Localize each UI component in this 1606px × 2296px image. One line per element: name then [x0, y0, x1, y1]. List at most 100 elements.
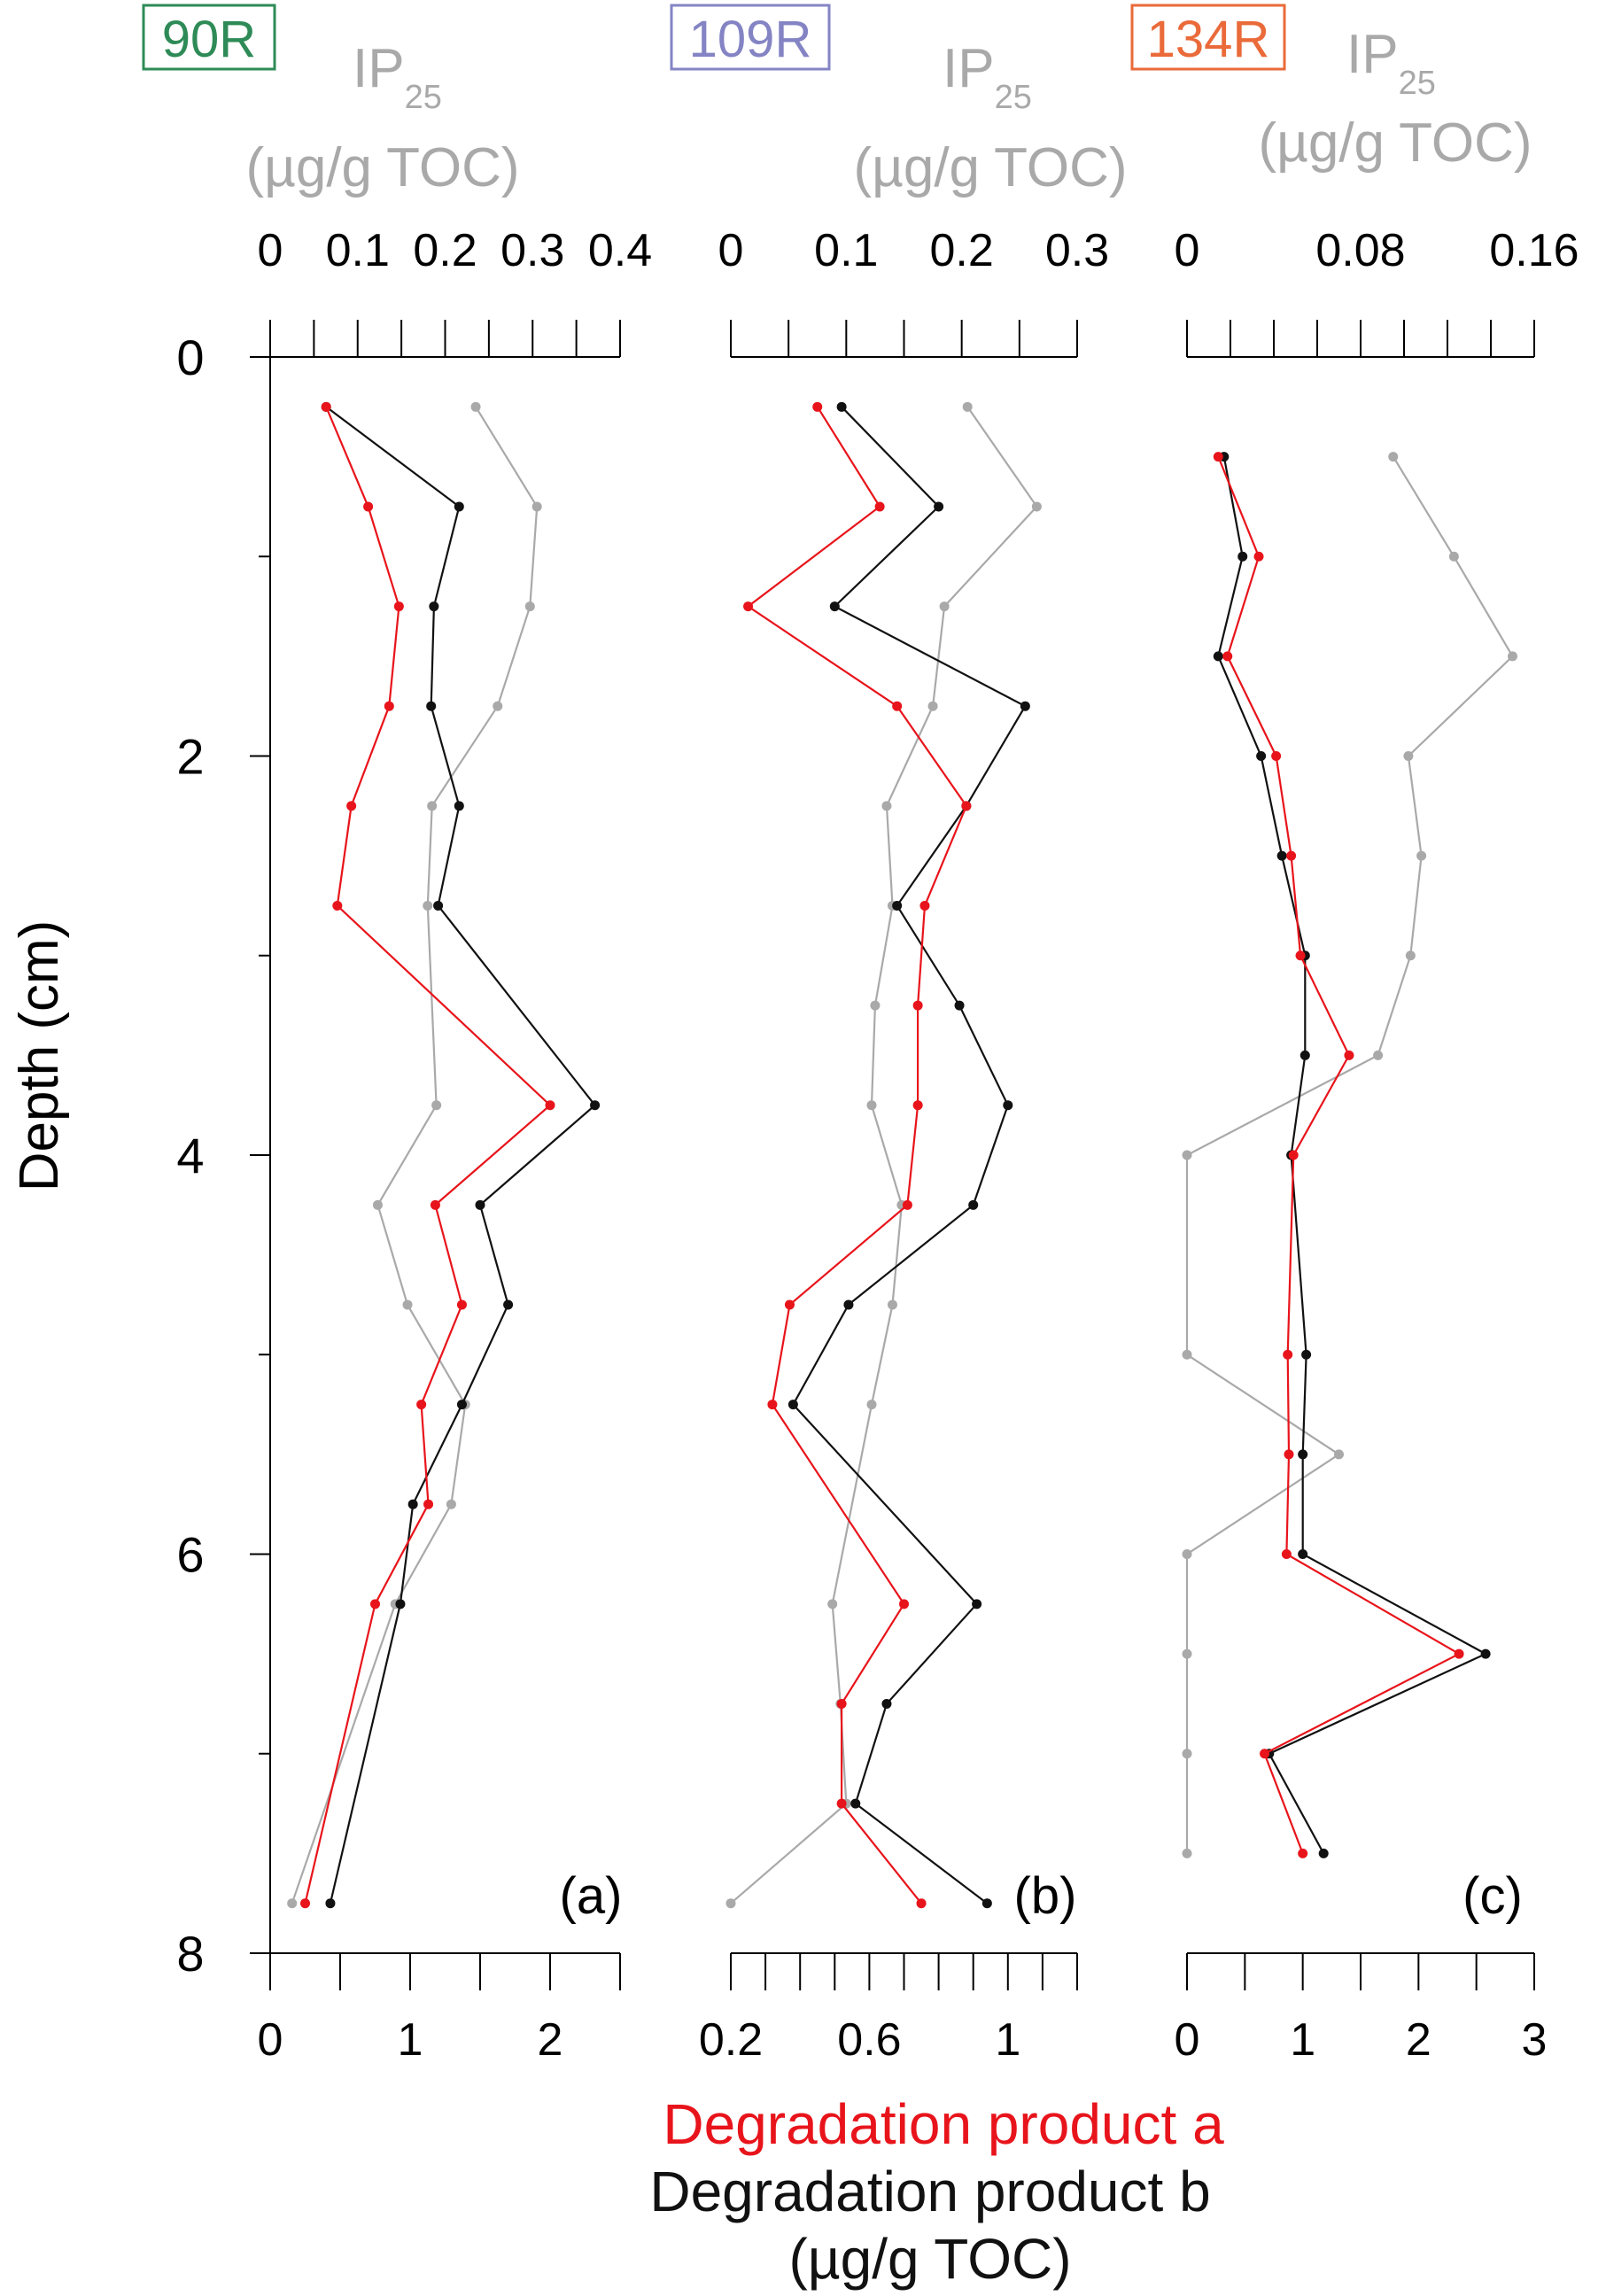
- data-point: [384, 701, 394, 711]
- data-point: [590, 1100, 601, 1111]
- data-point: [1286, 850, 1297, 861]
- data-point: [431, 1100, 442, 1111]
- top-tick-label: 0.16: [1489, 225, 1579, 276]
- data-point: [524, 601, 535, 612]
- ip25-unit-b: (µg/g TOC): [853, 137, 1127, 198]
- depth-axis: 0 2 4 6 8 Depth (cm): [9, 330, 271, 1982]
- data-point: [870, 1000, 881, 1011]
- data-point: [1213, 651, 1223, 662]
- data-point: [1388, 452, 1399, 462]
- data-point: [954, 1000, 965, 1011]
- data-point: [1253, 551, 1264, 562]
- bottom-tick-label: 3: [1522, 2014, 1548, 2066]
- data-point: [892, 701, 903, 711]
- data-point: [1182, 1150, 1192, 1160]
- data-point: [829, 601, 840, 612]
- data-point: [1416, 850, 1427, 861]
- data-point: [426, 701, 437, 711]
- series-product-a-a: [300, 401, 555, 1909]
- data-point: [767, 1400, 778, 1410]
- series-ip25-c: [1182, 452, 1517, 1858]
- depth-tick-label: 8: [176, 1926, 204, 1982]
- data-point: [454, 801, 464, 811]
- data-point: [1020, 701, 1030, 711]
- data-point: [962, 401, 973, 412]
- legend-unit: (µg/g TOC): [788, 2227, 1071, 2291]
- series-line: [1217, 456, 1488, 1854]
- data-point: [1373, 1050, 1384, 1060]
- series-line: [304, 406, 552, 1904]
- ip25-label-main-a: IP: [353, 38, 405, 99]
- station-box-109R: [670, 4, 831, 71]
- bottom-tick-label: 0: [1175, 2014, 1200, 2066]
- series-product-a-c: [1213, 452, 1464, 1858]
- panel-label-c: (c): [1462, 1867, 1523, 1925]
- data-point: [866, 1400, 877, 1410]
- data-point: [430, 1199, 440, 1210]
- data-point: [1182, 1848, 1192, 1858]
- top-axis-c: 0 0.08 0.16: [1175, 225, 1579, 358]
- legend-product-b: Degradation product b: [649, 2160, 1210, 2223]
- data-point: [836, 1698, 847, 1709]
- top-axis-a: 0 0.1 0.2 0.3 0.4: [258, 225, 652, 358]
- data-point: [1182, 1648, 1192, 1659]
- top-tick-label: 0.08: [1315, 225, 1405, 276]
- data-point: [1508, 651, 1517, 662]
- data-point: [887, 1299, 897, 1310]
- ip25-label-main-c: IP: [1346, 24, 1399, 85]
- bottom-tick-label: 1: [398, 2014, 423, 2066]
- data-point: [836, 1798, 847, 1809]
- depth-tick-label: 2: [176, 729, 204, 785]
- station-box-134R: [1130, 4, 1286, 71]
- data-point: [1405, 950, 1416, 961]
- data-point: [743, 601, 754, 612]
- series-product-b-a: [321, 401, 601, 1909]
- data-point: [787, 1400, 798, 1410]
- data-point: [892, 900, 903, 911]
- data-point: [1260, 1749, 1270, 1759]
- data-point: [395, 1599, 406, 1610]
- depth-tick-label: 0: [176, 330, 204, 385]
- data-point: [427, 801, 438, 811]
- data-point: [1298, 1848, 1308, 1858]
- panel-c: 134R IP25 (µg/g TOC) (c) 0 0.08 0.16 0 1 2 3: [1130, 4, 1579, 2066]
- data-point: [1281, 1549, 1292, 1559]
- data-point: [1454, 1648, 1464, 1659]
- data-point: [1256, 751, 1267, 761]
- panel-b: 109R IP25 (µg/g TOC) (b) 0 0.1 0.2 0.30.2 0.…: [670, 4, 1128, 2066]
- series-line: [1217, 456, 1462, 1854]
- top-axis-b: 0 0.1 0.2 0.3: [718, 225, 1109, 358]
- data-point: [1448, 551, 1459, 562]
- data-point: [899, 1599, 909, 1610]
- depth-axis-ticks: 0 2 4 6 8: [176, 330, 270, 1982]
- top-tick-label: 0.2: [930, 225, 994, 276]
- data-point: [1182, 1549, 1192, 1559]
- top-tick-label: 0.2: [413, 225, 477, 276]
- depth-tick-label: 6: [176, 1527, 204, 1583]
- data-point: [881, 1698, 892, 1709]
- data-point: [372, 1199, 383, 1210]
- series-line: [792, 406, 1027, 1904]
- data-point: [503, 1299, 514, 1310]
- data-point: [332, 900, 343, 911]
- series-ip25-b: [725, 401, 1042, 1909]
- data-point: [363, 501, 374, 512]
- ip25-unit-c: (µg/g TOC): [1258, 112, 1532, 174]
- data-point: [1237, 551, 1248, 562]
- series-product-b-b: [787, 401, 1030, 1909]
- data-point: [961, 801, 972, 811]
- station-label-90R: 90R: [162, 11, 256, 68]
- data-point: [827, 1599, 838, 1610]
- data-point: [934, 501, 944, 512]
- legend-product-a: Degradation product a: [663, 2092, 1224, 2156]
- data-point: [325, 1898, 336, 1909]
- data-point: [874, 501, 885, 512]
- panel-a: 90R IP25 (µg/g TOC) (a) 0 0.1 0.2 0.3 0.4 0 1 2: [142, 4, 652, 2066]
- series-line: [1185, 456, 1514, 1854]
- ip25-label-sub-a: 25: [405, 79, 442, 116]
- ip25-label-sub-b: 25: [995, 79, 1032, 116]
- bottom-axis-b: 0.2 0.6 1: [699, 1952, 1078, 2066]
- data-point: [972, 1599, 982, 1610]
- top-tick-label: 0.3: [1045, 225, 1109, 276]
- data-point: [470, 401, 481, 412]
